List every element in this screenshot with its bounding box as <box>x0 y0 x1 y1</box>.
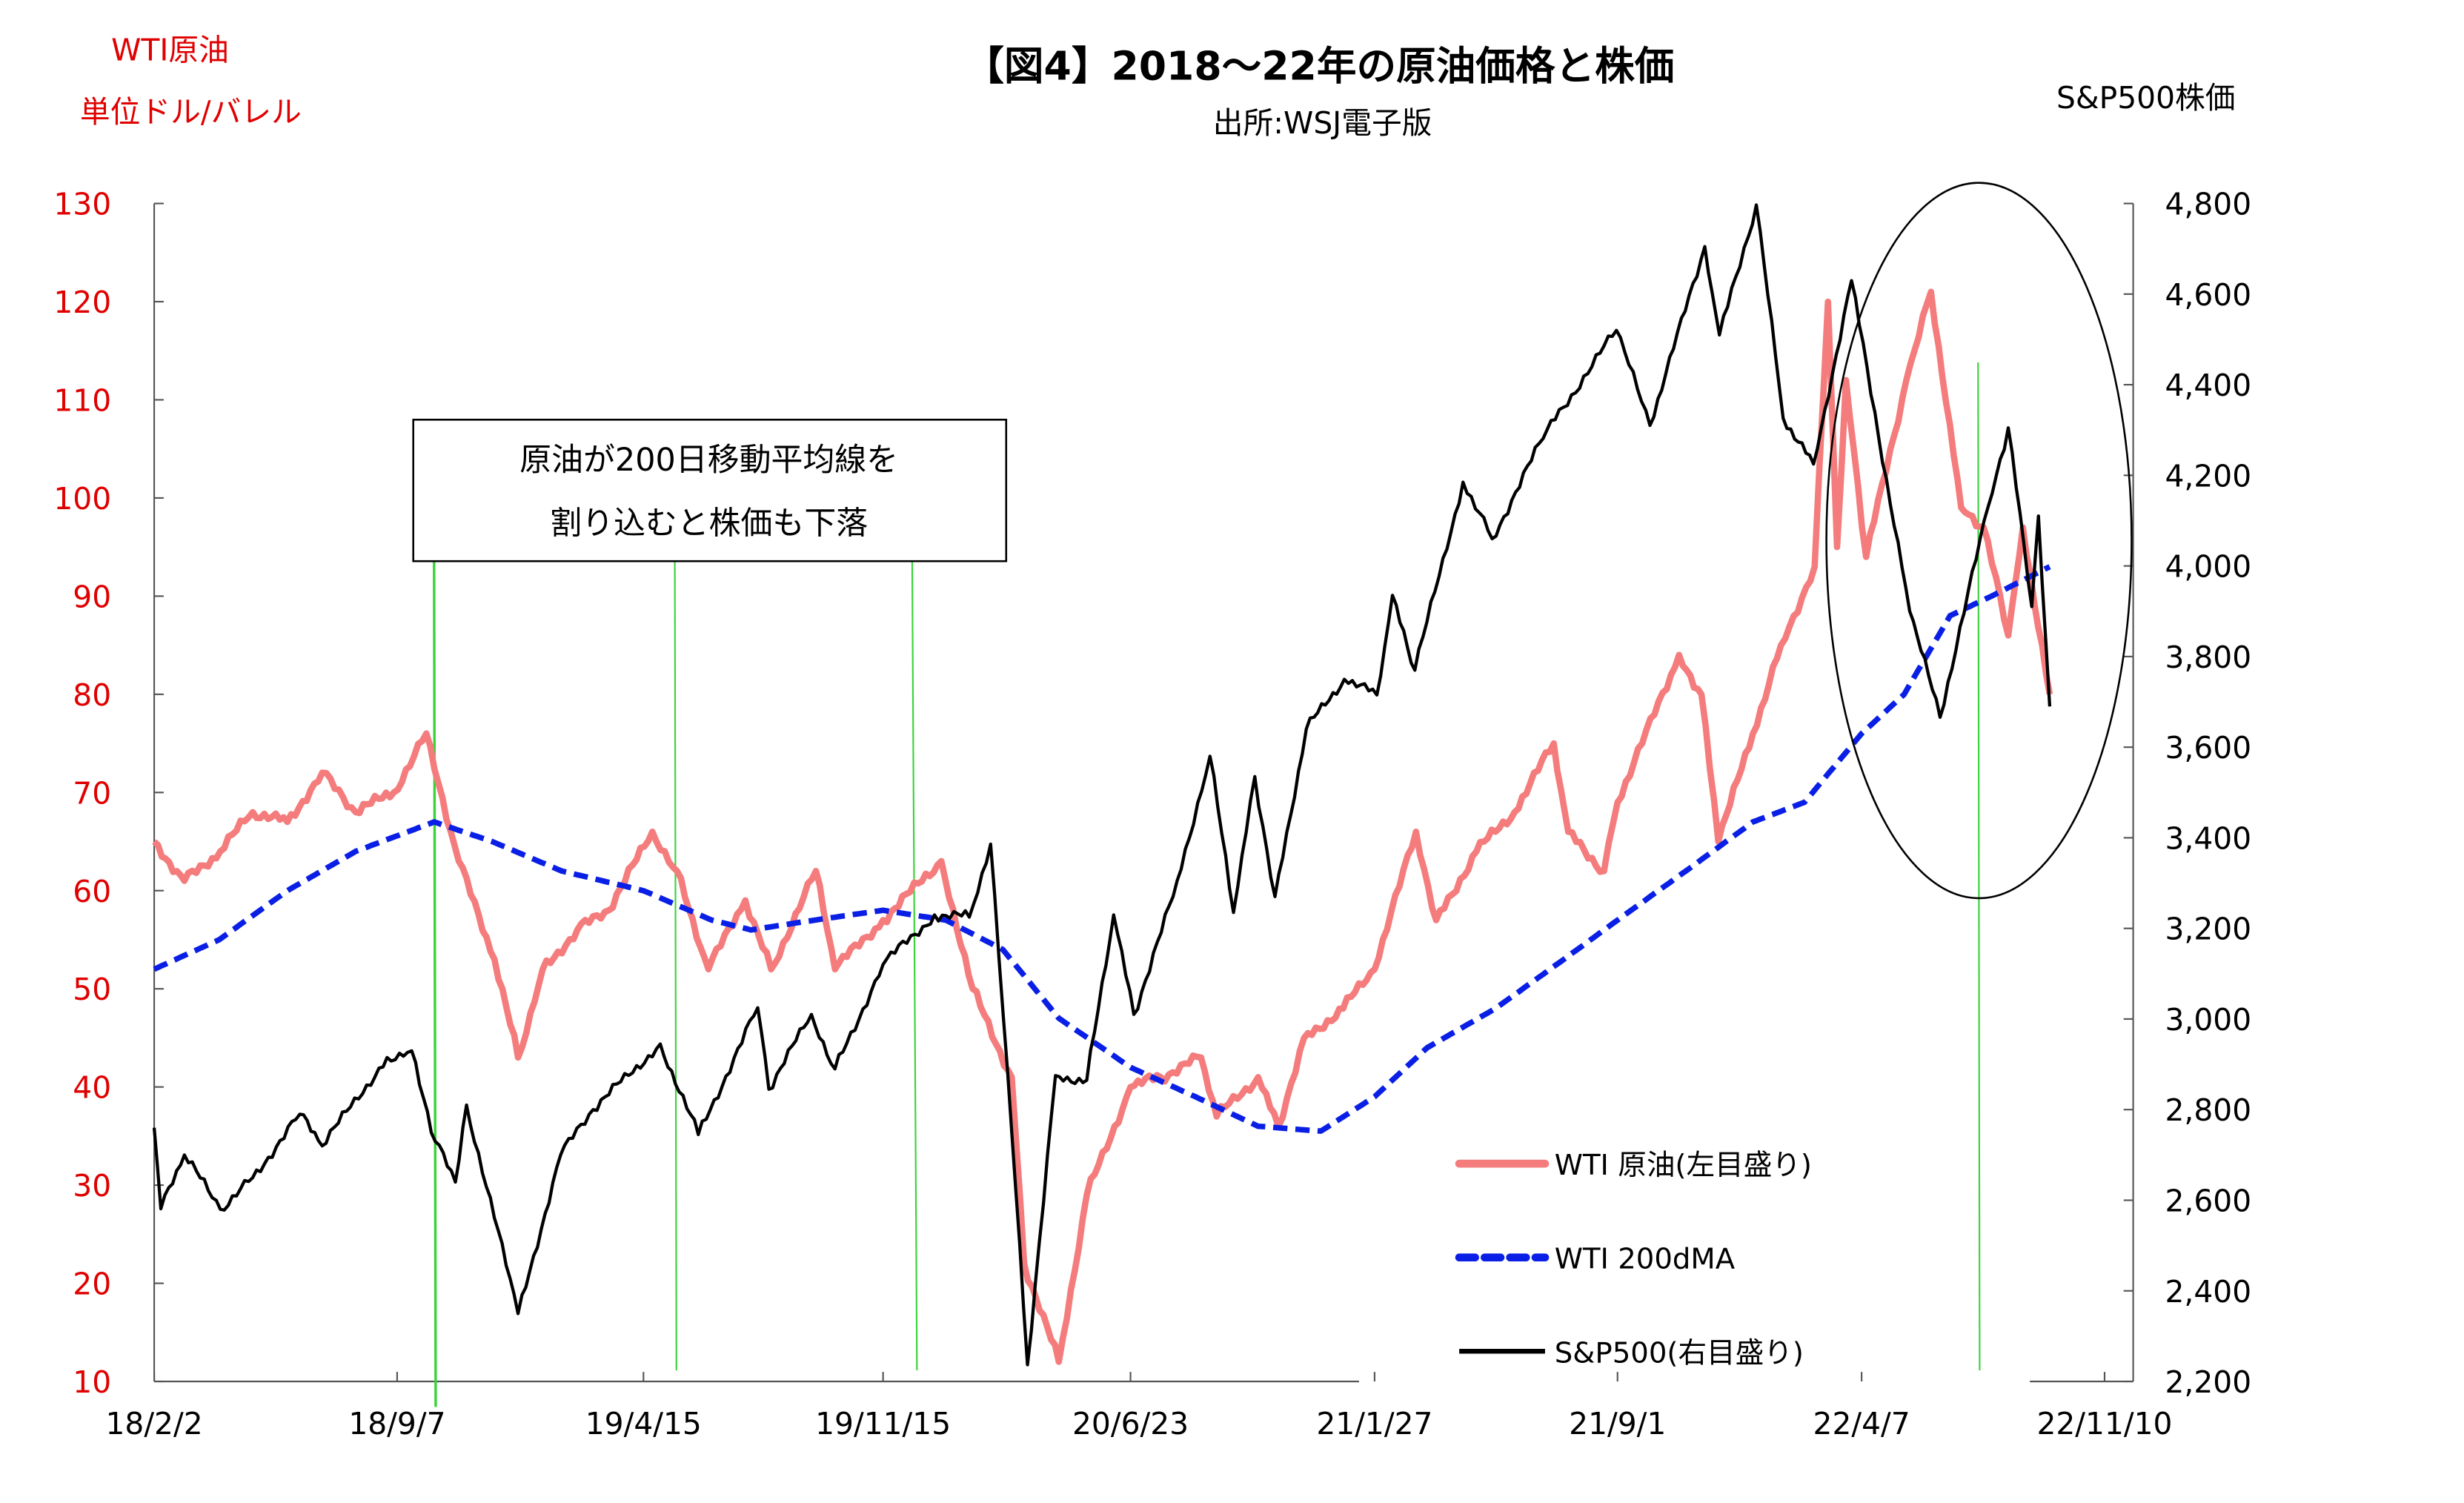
right-tick-label: 3,000 <box>2165 1002 2251 1038</box>
left-tick-label: 90 <box>73 579 111 614</box>
left-tick-label: 60 <box>73 874 111 909</box>
annotation-text-2: 割り込むと株価も下落 <box>550 505 868 543</box>
right-tick-label: 2,400 <box>2165 1274 2251 1310</box>
series-line-wti <box>152 288 2053 1365</box>
x-tick-label: 21/1/27 <box>1316 1406 1432 1441</box>
legend-label-wti: WTI 原油(左目盛り) <box>1555 1149 1812 1182</box>
legend: WTI 原油(左目盛り) WTI 200dMA S&P500(右目盛り) <box>1455 1149 1812 1370</box>
green-marker-line <box>674 561 677 1370</box>
left-axis-label-1: WTI原油 <box>111 33 229 68</box>
left-tick-label: 120 <box>53 285 111 320</box>
chart-title: 【図4】2018〜22年の原油価格と株価 <box>964 42 1674 89</box>
annotation-text-1: 原油が200日移動平均線を <box>519 442 898 479</box>
x-tick-label: 18/2/2 <box>105 1406 202 1441</box>
right-tick-label: 2,200 <box>2165 1364 2251 1400</box>
x-tick-label: 19/11/15 <box>815 1406 951 1441</box>
green-marker-line <box>1977 362 1981 1370</box>
series-group <box>152 203 2053 1367</box>
right-tick-label: 3,200 <box>2165 912 2251 947</box>
left-tick-label: 10 <box>73 1364 111 1400</box>
left-tick-label: 20 <box>73 1267 111 1302</box>
annotation-box: 原油が200日移動平均線を 割り込むと株価も下落 <box>412 418 1008 563</box>
left-tick-label: 130 <box>53 187 111 222</box>
left-axis-label-2: 単位ドル/バレル <box>80 94 302 130</box>
x-tick-label: 21/9/1 <box>1569 1406 1666 1441</box>
right-tick-label: 4,400 <box>2165 368 2251 403</box>
x-tick-label: 20/6/23 <box>1072 1406 1189 1441</box>
right-tick-label: 3,800 <box>2165 640 2251 675</box>
right-tick-label: 3,600 <box>2165 730 2251 766</box>
right-tick-label: 3,400 <box>2165 820 2251 856</box>
highlight-ellipse <box>1825 182 2133 900</box>
left-tick-label: 80 <box>73 677 111 713</box>
right-tick-label: 4,000 <box>2165 549 2251 585</box>
right-tick-label: 4,200 <box>2165 458 2251 494</box>
legend-label-ma: WTI 200dMA <box>1555 1243 1736 1276</box>
chart-subtitle: 出所:WSJ電子版 <box>1213 105 1432 141</box>
x-tick-label: 19/4/15 <box>585 1406 702 1441</box>
x-tick-label: 22/4/7 <box>1813 1406 1910 1441</box>
left-tick-label: 50 <box>73 972 111 1007</box>
left-tick-label: 110 <box>53 382 111 418</box>
left-tick-label: 40 <box>73 1070 111 1106</box>
series-line-wti-200dma <box>153 564 2051 1134</box>
right-axis-label: S&P500株価 <box>2056 80 2236 116</box>
right-tick-label: 2,600 <box>2165 1183 2251 1218</box>
green-lines <box>433 362 1981 1407</box>
left-tick-label: 100 <box>53 481 111 517</box>
left-tick-label: 70 <box>73 775 111 811</box>
right-tick-label: 2,800 <box>2165 1092 2251 1128</box>
green-marker-line <box>433 561 437 1407</box>
series-line-sp500 <box>152 203 2052 1367</box>
left-tick-label: 30 <box>73 1168 111 1204</box>
x-tick-label: 22/11/10 <box>2036 1406 2172 1441</box>
green-marker-line <box>911 561 918 1370</box>
x-tick-label: 18/9/7 <box>348 1406 445 1441</box>
legend-label-sp500: S&P500(右目盛り) <box>1555 1336 1804 1370</box>
axes: 130 120 110 100 90 80 70 60 50 40 30 20 10 4,800 4,600… <box>53 187 2251 1441</box>
right-tick-label: 4,600 <box>2165 277 2251 313</box>
right-tick-label: 4,800 <box>2165 187 2251 222</box>
